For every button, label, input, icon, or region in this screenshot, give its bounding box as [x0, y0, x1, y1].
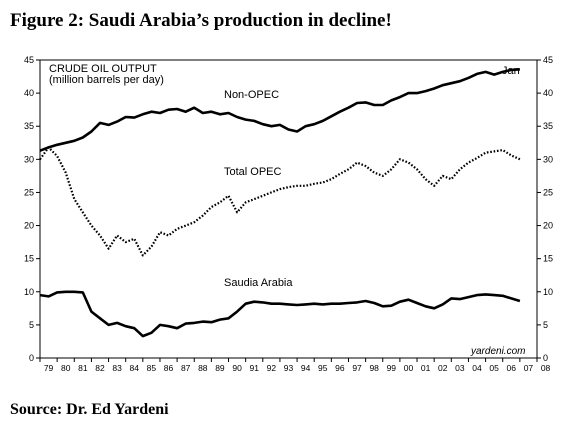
x-tick-label: 01 [421, 363, 431, 373]
x-tick-label: 86 [164, 363, 174, 373]
x-tick-label: 85 [147, 363, 157, 373]
chart-subtitle: (million barrels per day) [49, 74, 164, 86]
x-tick-label: 04 [472, 363, 482, 373]
x-tick-label: 79 [44, 363, 54, 373]
x-tick-label: 99 [387, 363, 397, 373]
y-tick-label-left: 25 [24, 187, 34, 197]
x-tick-label: 83 [112, 363, 122, 373]
y-tick-label-left: 10 [24, 287, 34, 297]
x-tick-label: 82 [95, 363, 105, 373]
x-tick-label: 87 [181, 363, 191, 373]
series-label-saudia-arabia: Saudia Arabia [224, 277, 293, 289]
x-tick-label: 98 [369, 363, 379, 373]
y-tick-label-right: 30 [543, 154, 553, 164]
x-tick-label: 92 [267, 363, 277, 373]
y-tick-label-left: 35 [24, 121, 34, 131]
x-tick-label: 89 [215, 363, 225, 373]
y-tick-label-left: 15 [24, 254, 34, 264]
series-label-total-opec: Total OPEC [224, 166, 282, 178]
x-tick-label: 05 [489, 363, 499, 373]
x-tick-label: 90 [232, 363, 242, 373]
x-tick-label: 81 [78, 363, 88, 373]
series-line-non-opec [39, 68, 520, 152]
x-tick-label: 02 [438, 363, 448, 373]
y-tick-label-right: 40 [543, 88, 553, 98]
y-tick-label-left: 45 [24, 55, 34, 65]
series-line-saudia-arabia [39, 290, 521, 338]
plot-frame [39, 59, 538, 359]
y-tick-label-left: 40 [24, 88, 34, 98]
x-tick-label: 88 [198, 363, 208, 373]
x-tick-label: 06 [507, 363, 517, 373]
y-tick-label-right: 15 [543, 254, 553, 264]
y-tick-label-left: 20 [24, 221, 34, 231]
y-tick-label-right: 10 [543, 287, 553, 297]
y-tick-label-left: 0 [29, 353, 34, 363]
x-tick-label: 08 [541, 363, 551, 373]
figure-title: Figure 2: Saudi Arabia’s production in d… [10, 10, 392, 31]
y-tick-label-right: 35 [543, 121, 553, 131]
y-tick-label-left: 30 [24, 154, 34, 164]
x-tick-label: 00 [404, 363, 414, 373]
chart-title: CRUDE OIL OUTPUT [49, 63, 157, 75]
x-tick-label: 94 [301, 363, 311, 373]
y-tick-label-right: 20 [543, 221, 553, 231]
x-tick-label: 95 [318, 363, 328, 373]
y-tick-label-right: 45 [543, 55, 553, 65]
y-tick-label-right: 25 [543, 187, 553, 197]
source-note: Source: Dr. Ed Yardeni [10, 401, 169, 418]
x-tick-label: 96 [335, 363, 345, 373]
x-tick-label: 07 [524, 363, 534, 373]
series-line-total-opec [39, 146, 521, 257]
y-tick-label-right: 5 [543, 320, 548, 330]
series-label-non-opec: Non-OPEC [224, 89, 279, 101]
x-tick-label: 03 [455, 363, 465, 373]
watermark: yardeni.com [470, 346, 525, 357]
x-tick-label: 80 [61, 363, 71, 373]
y-tick-label-left: 5 [29, 320, 34, 330]
y-tick-label-right: 0 [543, 353, 548, 363]
x-tick-label: 84 [130, 363, 140, 373]
x-tick-label: 91 [249, 363, 259, 373]
x-tick-label: 97 [352, 363, 362, 373]
x-tick-label: 93 [284, 363, 294, 373]
